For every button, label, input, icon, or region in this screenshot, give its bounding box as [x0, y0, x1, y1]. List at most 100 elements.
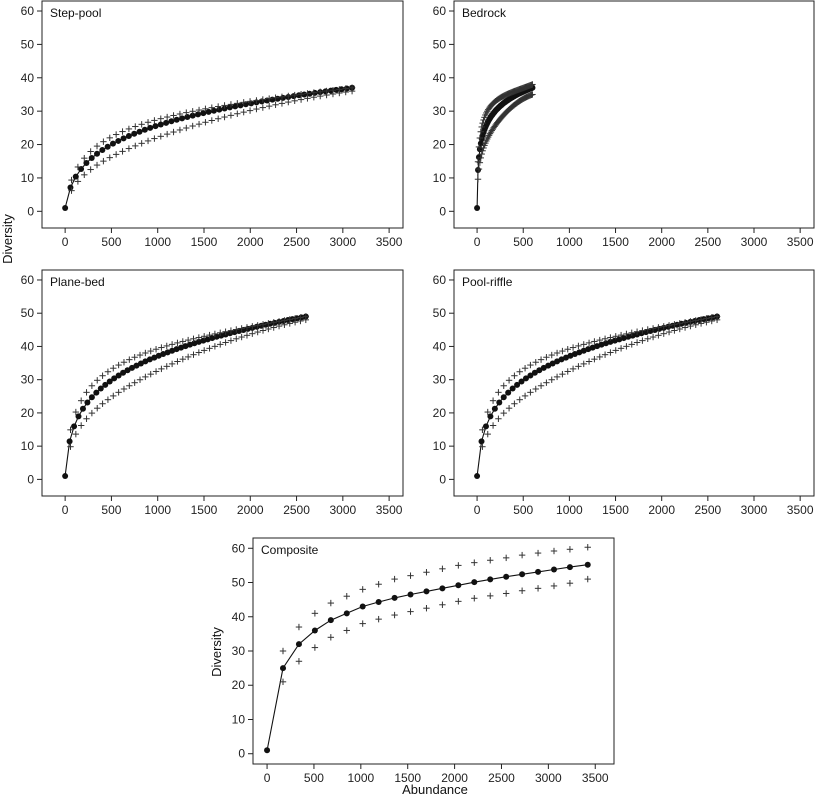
upper-ci-point [142, 349, 149, 357]
mean-point [147, 124, 154, 131]
x-tick-label: 2500 [283, 503, 310, 517]
lower-ci-point [649, 333, 657, 341]
upper-ci-point [83, 389, 90, 396]
mean-point [531, 369, 538, 376]
lower-ci-point [227, 337, 235, 344]
upper-ci-point [484, 408, 491, 416]
lower-ci-point [391, 611, 398, 619]
upper-ci-point [633, 328, 641, 335]
lower-ci-point [259, 104, 267, 111]
upper-ci-point [272, 94, 279, 101]
lower-ci-point [359, 620, 366, 627]
y-tick-label: 30 [21, 373, 35, 387]
lower-ci-point [479, 147, 486, 154]
lower-ci-point [639, 337, 646, 344]
upper-ci-point [157, 115, 164, 122]
upper-ci-point [144, 119, 152, 126]
lower-ci-point [120, 385, 128, 393]
lower-ci-point [221, 113, 228, 121]
upper-ci-point [580, 341, 587, 348]
lower-ci-point [585, 358, 593, 365]
lower-ci-point [534, 585, 542, 592]
x-tick-label: 2500 [488, 771, 515, 785]
lower-ci-point [708, 317, 715, 325]
upper-ci-point [170, 112, 177, 119]
lower-ci-point [697, 320, 705, 327]
lower-ci-point [279, 678, 287, 686]
lower-ci-point [94, 404, 101, 412]
mean-point [475, 166, 482, 173]
upper-ci-point [72, 408, 80, 416]
mean-point [104, 143, 111, 150]
upper-ci-point [516, 368, 523, 375]
lower-ci-point [489, 422, 497, 429]
x-tick-label: 3000 [329, 235, 356, 249]
lower-ci-point [295, 658, 303, 665]
upper-ci-point [478, 123, 485, 131]
lower-ci-point [278, 100, 286, 107]
y-tick-label: 10 [433, 439, 447, 453]
lower-ci-point [238, 333, 245, 341]
upper-ci-point [569, 344, 577, 351]
mean-point [343, 610, 350, 617]
lower-ci-point [259, 327, 267, 334]
upper-ci-point [612, 333, 619, 340]
lower-ci-point [100, 157, 107, 165]
upper-ci-point [246, 98, 254, 105]
upper-ci-point [234, 100, 241, 107]
lower-ci-point [596, 353, 603, 361]
lower-ci-point [336, 89, 343, 97]
composite-y-axis-label: Diversity [209, 627, 224, 677]
x-tick-label: 1000 [347, 771, 374, 785]
upper-ci-point [480, 116, 487, 124]
mean-point [137, 360, 144, 367]
upper-ci-point [500, 382, 507, 389]
lower-ci-point [559, 370, 566, 378]
x-tick-label: 500 [101, 503, 121, 517]
lower-ci-point [74, 178, 82, 185]
upper-ci-point [183, 109, 190, 116]
mean-point [83, 159, 90, 166]
lower-ci-point [131, 379, 138, 386]
upper-ci-point [68, 176, 75, 184]
upper-ci-point [104, 368, 112, 375]
lower-ci-point [83, 415, 90, 422]
upper-ci-point [391, 575, 398, 583]
x-tick-label: 1000 [556, 235, 583, 249]
lower-ci-point [297, 96, 305, 103]
mean-point [407, 591, 414, 598]
upper-ci-point [644, 326, 651, 333]
upper-ci-point [623, 330, 630, 338]
mean-point [120, 135, 127, 142]
lower-ci-point [628, 341, 635, 348]
x-tick-label: 1500 [191, 503, 218, 517]
lower-ci-point [110, 392, 117, 400]
x-tick-label: 2000 [648, 235, 675, 249]
mean-point [264, 747, 271, 754]
lower-ci-point [511, 400, 518, 407]
panel-bottom-center: Composite 0 10 20 30 40 50 60 0 500 1000 1500 2000 25… [232, 537, 615, 785]
lower-ci-point [291, 319, 299, 326]
lower-ci-point [144, 137, 152, 145]
mean-point [391, 594, 398, 601]
mean-point [133, 362, 140, 369]
upper-ci-point [476, 134, 484, 142]
x-tick-label: 3500 [376, 235, 403, 249]
upper-ci-point [176, 110, 184, 118]
lower-ci-point [423, 604, 430, 612]
mean-point [71, 423, 78, 430]
upper-ci-point [639, 327, 646, 334]
lower-ci-point [106, 154, 113, 161]
mean-point [280, 94, 287, 101]
x-tick-label: 500 [304, 771, 324, 785]
lower-ci-point [99, 400, 106, 407]
lower-ci-point [272, 101, 279, 108]
mean-point [115, 137, 122, 144]
upper-ci-point [195, 334, 203, 341]
x-tick-label: 2500 [694, 503, 721, 517]
lower-ci-point [329, 90, 337, 98]
upper-ci-point [163, 342, 170, 350]
mean-point [518, 378, 525, 385]
lower-ci-point [211, 343, 219, 350]
